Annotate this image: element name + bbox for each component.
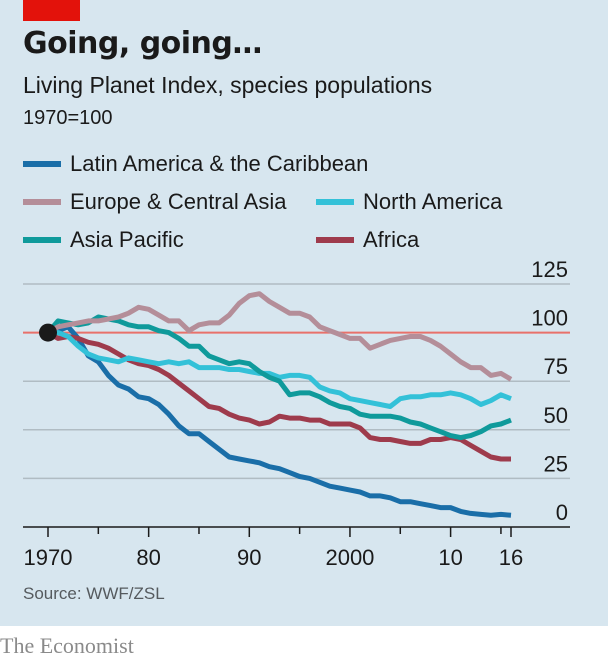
legend-swatch (316, 237, 354, 243)
legend-item-africa: Africa (316, 227, 419, 253)
chart-unit: 1970=100 (23, 107, 113, 129)
series-line-north-america (48, 330, 512, 409)
x-tick-label: 90 (237, 545, 261, 570)
legend-label: Latin America & the Caribbean (70, 151, 369, 176)
chart-title: Going, going… (23, 26, 262, 61)
chart-subtitle: Living Planet Index, species populations (23, 72, 433, 98)
x-axis: 1970 80 90 2000 10 16 (23, 526, 570, 570)
series-line-latin-america-the-caribbean (47, 324, 512, 518)
series-line-asia-pacific (46, 314, 512, 441)
legend-item-europe-central-asia: Europe & Central Asia (23, 189, 286, 215)
x-tick-label: 2000 (325, 545, 374, 570)
y-tick-label: 75 (544, 354, 568, 379)
legend-swatch (23, 237, 61, 243)
legend-swatch (23, 161, 61, 167)
y-tick-label: 0 (556, 500, 568, 525)
x-tick-label: 1970 (24, 545, 73, 570)
legend-item-latin-america: Latin America & the Caribbean (23, 151, 368, 177)
legend-label: Asia Pacific (70, 227, 184, 252)
legend-item-north-america: North America (316, 189, 502, 215)
brand-logo: The Economist (0, 633, 134, 658)
chart-panel: Going, going… Living Planet Index, speci… (0, 0, 608, 626)
x-tick-label: 80 (136, 545, 160, 570)
x-tick-label: 16 (499, 545, 523, 570)
y-tick-label: 50 (544, 403, 568, 428)
brand-red-tag (23, 0, 80, 21)
source-note: Source: WWF/ZSL (23, 584, 165, 603)
series-line-europe-central-asia (46, 291, 513, 382)
legend-item-asia-pacific: Asia Pacific (23, 227, 184, 253)
x-tick-label: 10 (438, 545, 462, 570)
y-tick-label: 125 (531, 260, 568, 282)
line-chart: 0 25 50 75 100 125 1970 80 90 2000 10 16 (23, 260, 570, 570)
legend-label: Africa (363, 227, 420, 252)
y-tick-label: 25 (544, 451, 568, 476)
series-lines (39, 291, 513, 518)
y-axis-labels: 0 25 50 75 100 125 (531, 260, 568, 525)
start-marker-dot (39, 323, 57, 342)
y-tick-label: 100 (531, 306, 568, 331)
legend-swatch (316, 199, 354, 205)
legend-swatch (23, 199, 61, 205)
legend-label: Europe & Central Asia (70, 189, 287, 214)
legend-label: North America (363, 189, 503, 214)
